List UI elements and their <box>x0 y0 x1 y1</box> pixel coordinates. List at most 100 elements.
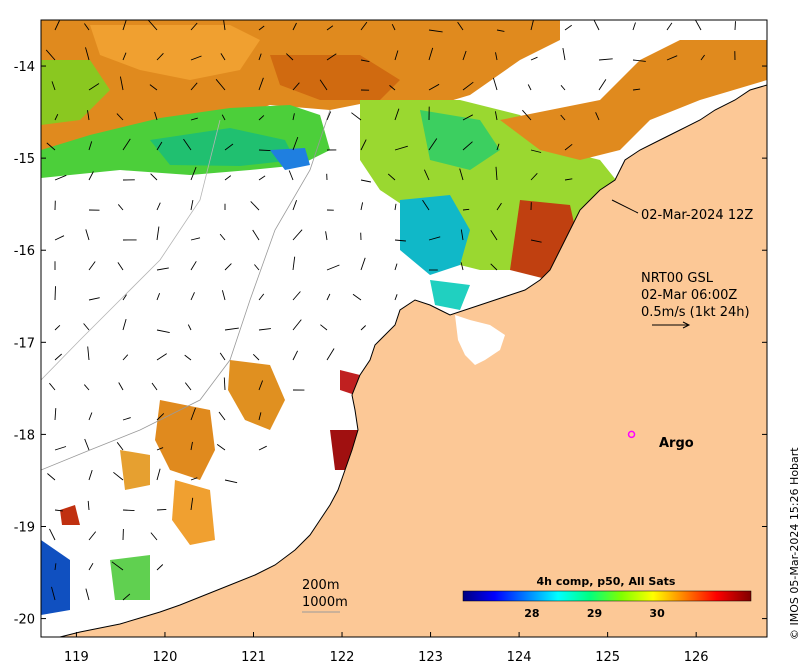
y-tick-label: -20 <box>14 613 35 628</box>
x-tick-label: 126 <box>684 650 709 665</box>
sst-time-pointer <box>611 199 639 214</box>
current-vector <box>258 380 264 391</box>
x-tick-label: 124 <box>507 650 532 665</box>
current-vector <box>190 292 195 301</box>
current-vector <box>190 22 198 31</box>
current-vector <box>116 113 124 121</box>
current-vector <box>252 353 260 361</box>
current-vector <box>83 323 90 331</box>
current-vector <box>360 139 367 151</box>
current-vector <box>258 115 265 121</box>
current-vector <box>326 264 340 271</box>
current-vector <box>156 202 161 211</box>
current-vector <box>428 138 438 151</box>
current-vector <box>156 52 164 61</box>
current-vector <box>224 327 239 331</box>
land-mass <box>60 85 767 637</box>
current-vector <box>88 562 94 571</box>
current-vector <box>394 239 406 242</box>
current-vector <box>151 382 158 391</box>
current-vector <box>326 53 337 61</box>
current-vector <box>219 233 226 241</box>
current-vector <box>560 85 566 91</box>
current-vector <box>422 199 430 211</box>
current-vector <box>221 114 226 121</box>
current-vector <box>156 447 164 451</box>
current-vector <box>258 25 265 31</box>
sst-time-label: 02-Mar-2024 12Z <box>641 208 753 223</box>
current-vector <box>215 79 226 91</box>
argo-float-marker <box>627 430 636 439</box>
colorbar <box>462 590 752 602</box>
current-vector <box>285 53 294 61</box>
current-vector <box>88 83 100 91</box>
current-vector <box>54 324 61 331</box>
current-vector <box>190 200 194 211</box>
current-vector <box>496 202 502 211</box>
current-vector <box>183 138 192 151</box>
current-vector <box>423 169 430 181</box>
current-vector <box>564 24 572 31</box>
current-vector <box>564 143 573 151</box>
current-vector <box>351 112 362 121</box>
current-vector <box>632 59 646 62</box>
current-vector <box>593 20 600 31</box>
current-vector <box>85 229 90 241</box>
current-vector <box>190 82 198 91</box>
y-axis: -14 -15 -16 -17 -18 -19 -20 <box>14 60 767 628</box>
current-vector <box>394 108 400 121</box>
current-vector <box>54 408 57 421</box>
current-vector <box>598 58 613 61</box>
current-vector <box>49 382 56 391</box>
current-vector <box>224 143 234 151</box>
current-vector <box>156 468 161 481</box>
current-vector <box>522 109 532 121</box>
current-vector <box>258 328 271 331</box>
current-vector <box>87 500 90 511</box>
current-vector <box>527 84 532 91</box>
isobath-200m-label: 200m <box>302 578 339 593</box>
current-vector <box>666 55 678 61</box>
current-vector <box>490 263 498 271</box>
current-vector <box>85 588 90 601</box>
y-tick-label: -17 <box>14 336 35 351</box>
current-vector <box>84 438 90 451</box>
current-vector <box>462 114 474 121</box>
current-vector <box>632 88 641 91</box>
current-vector <box>288 170 294 181</box>
current-vector <box>54 235 65 241</box>
current-vector <box>326 293 331 301</box>
current-vector <box>632 22 636 31</box>
current-vector <box>54 286 56 301</box>
colorbar-tick-label: 30 <box>649 607 665 620</box>
current-vector <box>84 23 90 31</box>
current-vector <box>258 77 264 91</box>
current-vector <box>156 413 165 421</box>
current-vector <box>360 325 367 331</box>
current-vector <box>122 509 135 512</box>
y-tick-label: -15 <box>14 152 35 167</box>
x-tick-label: 123 <box>418 650 443 665</box>
current-vector <box>292 200 298 211</box>
current-vector <box>462 81 474 91</box>
colorbar-ticks: 28 29 30 <box>524 607 665 620</box>
current-vector <box>122 294 127 301</box>
imos-credit: © IMOS 05-Mar-2024 15:26 Hobart <box>788 447 801 640</box>
current-vector <box>224 175 232 181</box>
current-vector <box>394 294 398 301</box>
current-vector <box>87 346 90 361</box>
current-vector <box>45 49 56 61</box>
current-vector <box>360 202 364 211</box>
current-vector <box>156 564 164 571</box>
current-vector <box>560 114 566 121</box>
current-vector <box>252 229 260 241</box>
current-vector <box>428 29 443 33</box>
current-vector <box>190 55 202 61</box>
current-vector <box>224 479 238 484</box>
current-vector <box>122 20 127 31</box>
current-vector <box>54 563 57 571</box>
current-vector <box>394 145 408 151</box>
current-vector <box>292 319 302 331</box>
current-vector <box>190 117 198 121</box>
